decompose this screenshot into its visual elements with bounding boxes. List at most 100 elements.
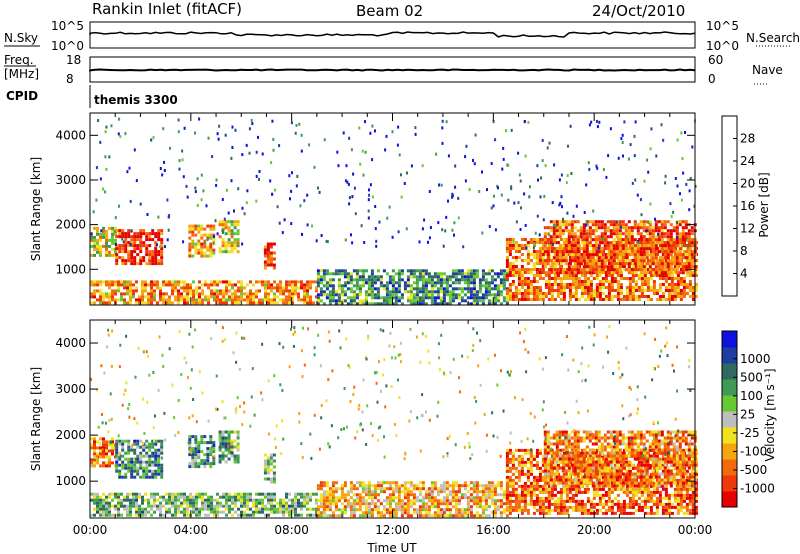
echo-cell bbox=[639, 265, 643, 269]
echo-cell bbox=[612, 262, 616, 266]
echo-cell bbox=[201, 292, 204, 296]
echo-cell bbox=[110, 124, 113, 128]
echo-cell bbox=[569, 124, 572, 128]
echo-cell bbox=[600, 247, 604, 251]
echo-cell bbox=[228, 289, 231, 293]
echo-cell bbox=[634, 259, 638, 262]
echo-cell bbox=[225, 495, 228, 499]
echo-cell bbox=[603, 241, 607, 245]
echo-cell bbox=[669, 250, 673, 254]
echo-cell bbox=[219, 510, 222, 514]
echo-cell bbox=[282, 501, 285, 505]
echo-cell bbox=[198, 298, 201, 302]
echo-cell bbox=[126, 286, 129, 290]
echo-cell bbox=[197, 239, 201, 243]
echo-cell bbox=[385, 290, 389, 294]
echo-cell bbox=[272, 453, 276, 457]
echo-cell bbox=[124, 463, 128, 467]
echo-cell bbox=[337, 269, 341, 273]
echo-cell bbox=[225, 492, 228, 496]
echo-cell bbox=[361, 481, 365, 485]
echo-cell bbox=[580, 253, 584, 256]
echo-cell bbox=[618, 253, 622, 257]
echo-cell bbox=[502, 269, 506, 273]
echo-cell bbox=[493, 487, 497, 491]
echo-cell bbox=[541, 241, 545, 244]
echo-cell bbox=[505, 262, 509, 265]
echo-cell bbox=[224, 436, 228, 440]
echo-cell bbox=[273, 510, 276, 514]
echo-cell bbox=[674, 177, 677, 180]
echo-cell bbox=[117, 513, 120, 517]
echo-cell bbox=[606, 226, 610, 230]
echo-cell bbox=[660, 262, 664, 266]
echo-cell bbox=[466, 499, 470, 503]
echo-cell bbox=[118, 439, 122, 443]
echo-cell bbox=[322, 481, 326, 485]
echo-cell bbox=[481, 284, 485, 288]
echo-cell bbox=[505, 514, 509, 518]
echo-cell bbox=[291, 283, 294, 287]
echo-cell bbox=[370, 296, 374, 300]
echo-cell bbox=[227, 430, 231, 434]
echo-cell bbox=[201, 501, 204, 505]
echo-cell bbox=[526, 280, 530, 283]
echo-cell bbox=[400, 293, 404, 297]
echo-cell bbox=[439, 511, 443, 515]
echo-cell bbox=[147, 298, 150, 302]
echo-cell bbox=[678, 238, 682, 242]
echo-cell bbox=[664, 181, 667, 185]
echo-cell bbox=[601, 298, 605, 301]
echo-cell bbox=[364, 278, 368, 282]
echo-cell bbox=[460, 287, 464, 291]
echo-cell bbox=[511, 265, 515, 268]
echo-cell bbox=[591, 253, 595, 257]
echo-cell bbox=[603, 259, 607, 263]
echo-cell bbox=[153, 292, 156, 296]
echo-cell bbox=[136, 457, 140, 461]
echo-cell bbox=[108, 464, 111, 468]
echo-cell bbox=[565, 283, 569, 286]
echo-cell bbox=[613, 280, 617, 283]
echo-cell bbox=[337, 514, 341, 518]
echo-cell bbox=[597, 244, 601, 248]
echo-cell bbox=[663, 265, 667, 269]
echo-cell bbox=[631, 181, 634, 185]
echo-cell bbox=[475, 481, 479, 485]
echo-cell bbox=[233, 220, 237, 224]
echo-cell bbox=[673, 289, 677, 292]
echo-cell bbox=[300, 149, 303, 153]
echo-cell bbox=[192, 301, 195, 305]
echo-cell bbox=[666, 235, 670, 239]
echo-cell bbox=[96, 495, 99, 499]
echo-cell bbox=[600, 262, 604, 266]
echo-cell bbox=[340, 496, 344, 500]
echo-cell bbox=[421, 272, 425, 276]
echo-cell bbox=[267, 513, 270, 517]
echo-cell bbox=[526, 457, 530, 461]
echo-cell bbox=[445, 281, 449, 285]
echo-cell bbox=[559, 283, 563, 286]
echo-cell bbox=[439, 502, 443, 506]
echo-cell bbox=[675, 226, 679, 230]
echo-cell bbox=[249, 513, 252, 517]
echo-cell bbox=[520, 253, 524, 256]
echo-cell bbox=[511, 460, 515, 464]
echo-cell bbox=[204, 283, 207, 287]
echo-cell bbox=[403, 287, 407, 291]
echo-cell bbox=[129, 498, 132, 502]
echo-cell bbox=[526, 490, 530, 494]
echo-cell bbox=[624, 235, 628, 239]
echo-cell bbox=[646, 295, 650, 298]
echo-cell bbox=[219, 495, 222, 499]
echo-cell bbox=[492, 120, 495, 124]
echo-cell bbox=[688, 283, 692, 286]
echo-cell bbox=[124, 475, 128, 479]
echo-cell bbox=[681, 271, 685, 275]
echo-cell bbox=[237, 301, 240, 305]
echo-cell bbox=[663, 250, 667, 254]
echo-cell bbox=[316, 511, 320, 515]
echo-cell bbox=[576, 271, 580, 275]
echo-cell bbox=[481, 170, 483, 174]
echo-cell bbox=[334, 514, 338, 518]
